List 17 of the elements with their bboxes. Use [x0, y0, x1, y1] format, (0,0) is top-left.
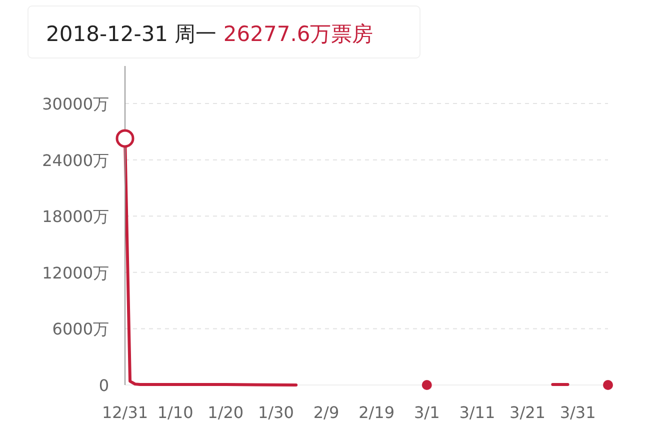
y-tick-label: 12000万 — [42, 263, 109, 282]
y-tick-label: 30000万 — [42, 94, 109, 114]
x-tick-label: 3/1 — [414, 403, 440, 422]
y-tick-label: 24000万 — [42, 150, 109, 170]
x-tick-label: 3/31 — [560, 403, 596, 422]
y-tick-label: 18000万 — [42, 207, 109, 226]
x-tick-label: 12/31 — [102, 403, 148, 422]
x-tick-label: 1/20 — [208, 403, 244, 422]
x-tick-label: 2/9 — [313, 403, 340, 422]
x-tick-label: 2/19 — [358, 403, 395, 422]
y-tick-label: 0 — [98, 376, 109, 395]
x-tick-label: 3/21 — [510, 403, 546, 422]
text: 2018-12-31 周一 26277.6万票房 — [46, 22, 374, 46]
x-tick-label: 1/10 — [157, 403, 194, 422]
x-tick-label: 1/30 — [258, 403, 294, 422]
y-tick-label: 6000万 — [52, 320, 109, 339]
x-tick-label: 3/11 — [459, 403, 496, 422]
